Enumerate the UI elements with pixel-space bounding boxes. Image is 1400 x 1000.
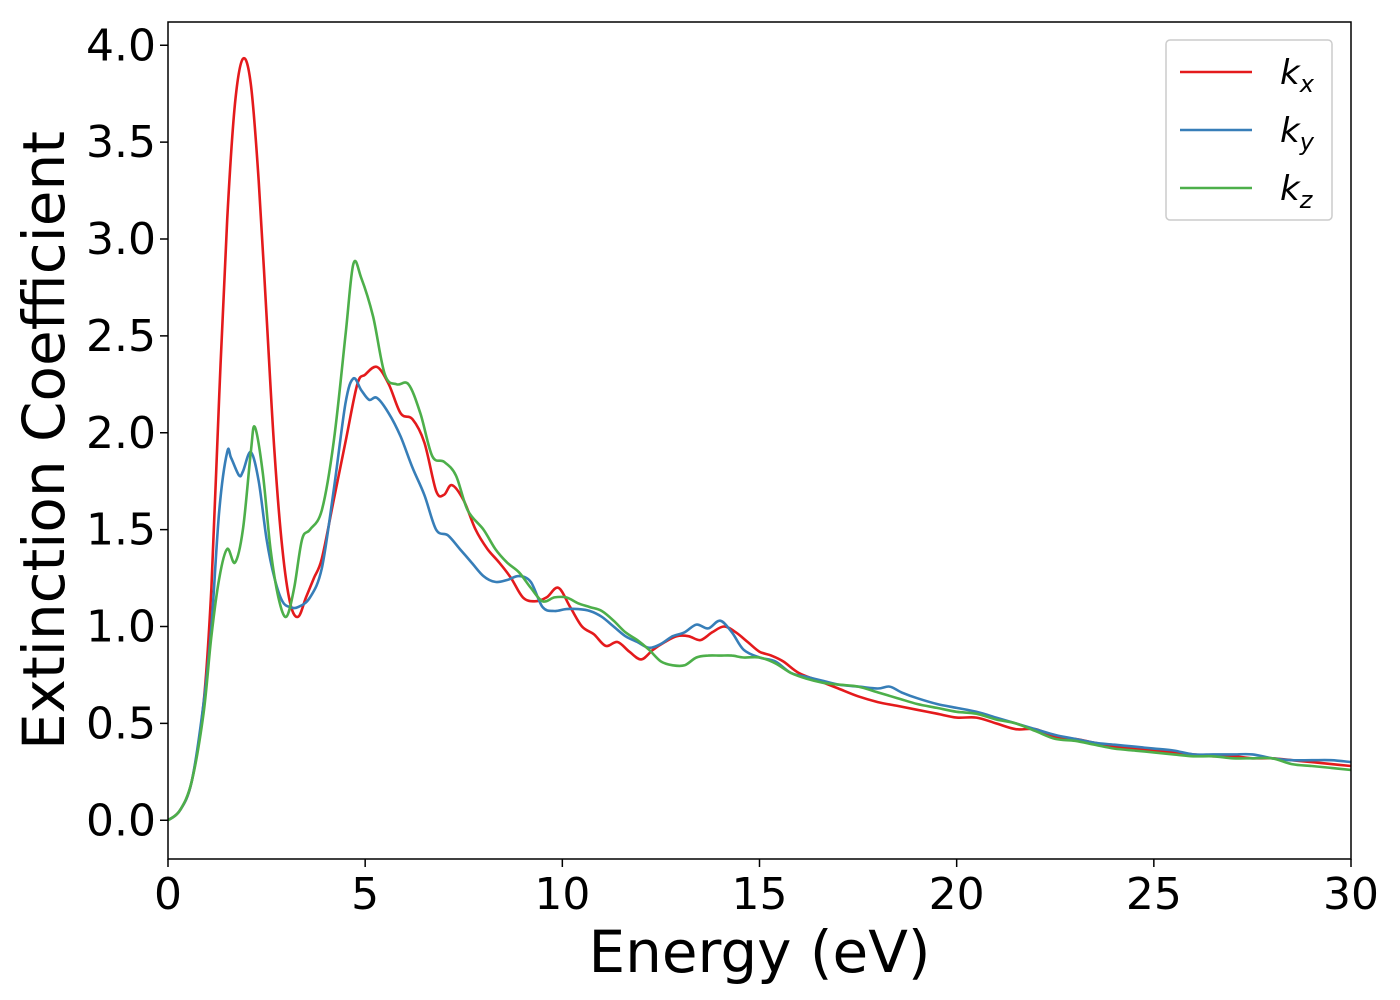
legend-label-subscript: y [1299, 128, 1315, 156]
y-tick-label: 4.0 [86, 20, 156, 71]
y-tick-label: 0.0 [86, 795, 156, 846]
x-axis-label: Energy (eV) [588, 918, 930, 986]
y-axis-label: Extinction Coefficient [10, 131, 78, 750]
legend-label-kz: kz [1280, 169, 1314, 214]
legend-label-subscript: z [1299, 186, 1314, 214]
legend-label-kx: kx [1280, 53, 1315, 98]
x-tick-label: 0 [154, 869, 182, 920]
x-tick-label: 25 [1126, 869, 1182, 920]
legend-label-subscript: x [1299, 70, 1315, 98]
legend-label-main: k [1280, 111, 1301, 151]
y-tick-label: 2.5 [86, 311, 156, 362]
series-line-kz [168, 259, 1351, 822]
x-tick-label: 20 [929, 869, 985, 920]
y-tick-label: 0.5 [86, 698, 156, 749]
x-tick-label: 5 [351, 869, 379, 920]
y-axis-ticks: 0.0 0.5 1.0 1.5 2.0 2.5 3.0 3.5 4.0 [86, 20, 168, 846]
x-tick-label: 15 [732, 869, 788, 920]
y-tick-label: 3.5 [86, 117, 156, 168]
y-tick-label: 1.0 [86, 602, 156, 653]
x-tick-label: 10 [534, 869, 590, 920]
y-tick-label: 1.5 [86, 505, 156, 556]
y-tick-label: 2.0 [86, 408, 156, 459]
x-tick-label: 30 [1323, 869, 1379, 920]
legend-label-main: k [1280, 169, 1301, 209]
series-layer [168, 56, 1351, 822]
series-line-ky [168, 376, 1351, 822]
legend-label-ky: ky [1280, 111, 1315, 156]
y-tick-label: 3.0 [86, 214, 156, 265]
x-axis-ticks: 0 5 10 15 20 25 30 [154, 859, 1379, 920]
legend-label-main: k [1280, 53, 1301, 93]
series-line-kx [168, 56, 1351, 822]
